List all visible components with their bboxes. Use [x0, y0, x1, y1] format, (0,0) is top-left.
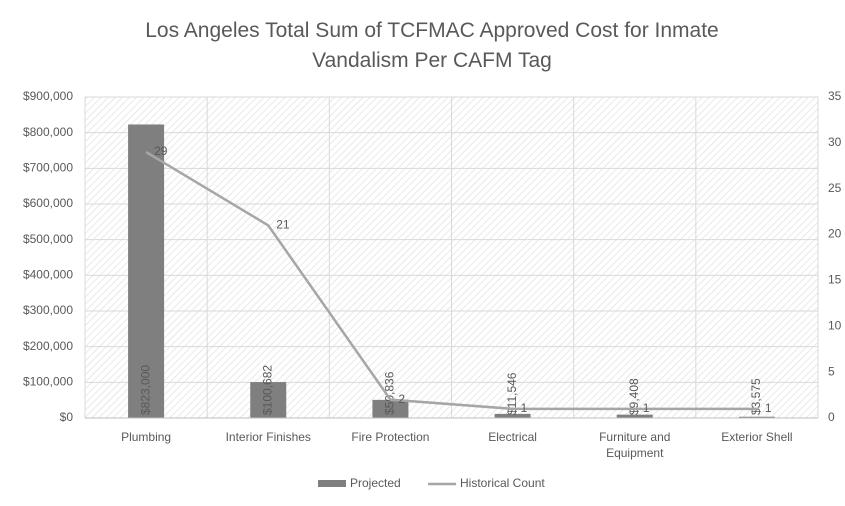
y2-tick-label: 10 — [828, 318, 842, 332]
line-value-label: 2 — [398, 392, 405, 406]
bar-value-label: $11,546 — [505, 372, 519, 415]
bar-value-label: $823,000 — [138, 365, 152, 415]
y2-tick-label: 20 — [828, 227, 842, 241]
bar — [372, 399, 409, 418]
x-tick-label: Interior Finishes — [225, 430, 311, 444]
x-tick-label: Exterior Shell — [721, 430, 793, 444]
y2-tick-label: 30 — [828, 135, 842, 149]
bar — [250, 382, 287, 418]
bar — [494, 413, 531, 418]
y2-tick-label: 35 — [828, 89, 842, 103]
line-value-label: 29 — [154, 144, 168, 158]
line-value-label: 1 — [521, 401, 528, 415]
y-tick-label: $300,000 — [23, 303, 73, 317]
x-tick-label: Fire Protection — [351, 430, 430, 444]
y-tick-label: $600,000 — [23, 196, 73, 210]
y-tick-label: $700,000 — [23, 161, 73, 175]
bar — [128, 124, 165, 419]
y-tick-label: $800,000 — [23, 125, 73, 139]
legend-label: Projected — [350, 476, 401, 490]
x-tick-label: Plumbing — [121, 430, 172, 444]
line-value-label: 1 — [765, 401, 772, 415]
chart-title: Los Angeles Total Sum of TCFMAC Approved… — [145, 19, 719, 72]
bar-value-label: $3,575 — [749, 378, 763, 415]
x-tick-label: Furniture and Equipment — [599, 430, 671, 460]
y-tick-label: $500,000 — [23, 232, 73, 246]
y2-tick-label: 15 — [828, 273, 842, 287]
bar-value-label: $100,682 — [260, 365, 274, 415]
y2-tick-label: 5 — [828, 364, 835, 378]
bar — [738, 416, 775, 418]
bar — [616, 414, 653, 418]
bar-value-label: $9,408 — [627, 378, 641, 415]
y-tick-label: $400,000 — [23, 268, 73, 282]
y-tick-label: $0 — [60, 410, 74, 424]
legend-label: Historical Count — [460, 476, 545, 490]
y-tick-label: $100,000 — [23, 375, 73, 389]
bar-value-label: $50,836 — [383, 371, 397, 415]
y-tick-label: $900,000 — [23, 89, 73, 103]
y2-tick-label: 25 — [828, 181, 842, 195]
line-value-label: 1 — [643, 401, 650, 415]
y-tick-label: $200,000 — [23, 339, 73, 353]
line — [145, 150, 757, 411]
line-value-label: 21 — [276, 218, 290, 232]
legend-swatch — [318, 480, 346, 487]
x-tick-label: Electrical — [488, 430, 537, 444]
y2-tick-label: 0 — [828, 410, 835, 424]
